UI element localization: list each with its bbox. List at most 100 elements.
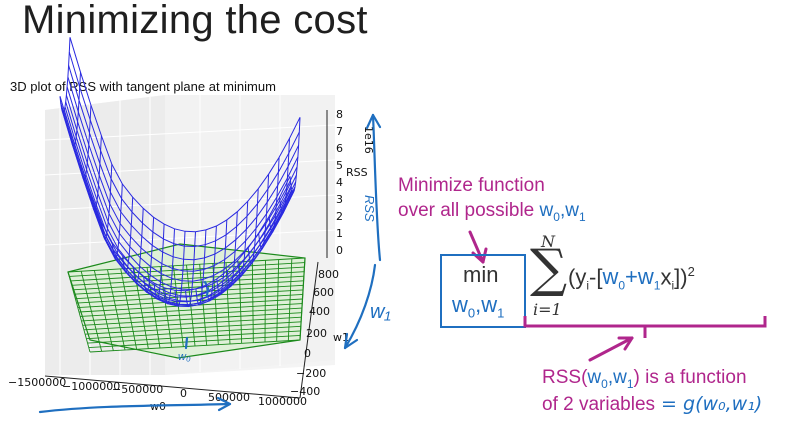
surface-mesh-line [68,65,300,261]
plane-grid-line [89,339,301,353]
surface-mesh-line [68,51,300,248]
min-mark [203,280,210,298]
w0: w [452,292,468,317]
surface-mesh-line [60,102,292,298]
plane-grid-line [287,258,293,341]
w0-index: 0 [467,305,476,321]
minimize-arrow [468,230,485,264]
z-tick-label: 2 [336,210,343,223]
plane-grid-line [87,330,301,344]
z-tick-label: 5 [336,159,343,172]
w0-index: 0 [618,278,626,293]
y-tick-label: 200 [306,327,327,340]
plane-grid-line [86,325,301,340]
z-tick-label: 4 [336,176,343,189]
plane-grid-line [264,260,266,343]
annotation-prefix: over all possible [398,200,540,221]
handwritten-rss: RSS [362,195,377,222]
x-tick-label: −1500000 [8,376,66,389]
formula-body: (yi-[w0+w1xi])2 [568,264,695,293]
y-index: i [586,278,589,293]
w0-tick-mark [184,336,189,350]
w0-subscript: 0 [553,209,560,224]
formula-min-subscript: w0,w1 [452,292,504,320]
y-tick-label: 0 [304,347,311,360]
z-tick-label: 6 [336,142,343,155]
w0: w [587,367,602,388]
x-tick-label: −1000000 [62,380,120,393]
w1-symbol: w [565,200,579,221]
rss-arrow [588,336,634,362]
w1-index: 1 [497,305,505,321]
plane-grid-line [299,257,306,341]
w0-symbol: w [539,200,554,221]
w0-arrowhead [216,396,232,412]
y-tick-label: −200 [296,367,326,380]
sum-bracket [523,316,767,338]
w1-index: 1 [653,278,661,293]
w1-arrowhead [343,332,359,350]
rss-rest: ) is a function [633,367,747,388]
w1: w [613,367,627,388]
rss-open: RSS( [542,367,588,388]
w1-subscript: 1 [578,209,586,224]
rss-note-line2: of 2 variables = g(w₀,w₁) [542,393,762,416]
formula-w0: w [602,264,619,290]
x-tick-label: 500000 [208,391,250,404]
x-index: i [671,278,675,293]
x-tick-label: 1000000 [258,395,307,408]
sum-lower-limit: i=1 [533,300,562,319]
rss-note-line1: RSS(w0,w1) is a function [542,367,747,391]
plane-grid-line [88,334,301,349]
comma: , [607,367,614,388]
z-tick-label: 8 [336,108,343,121]
annotation-minimize-line2: over all possible w0,w1 [398,200,586,224]
comma: , [475,292,482,317]
formula-plus-w1: +w [625,264,654,290]
surface-mesh-line [69,37,301,233]
min-box [440,254,526,328]
y-tick-label: 400 [309,305,330,318]
surface-mesh-line [60,107,292,303]
hand-annotations [38,113,382,414]
rss-surface [59,37,301,308]
z-tick-label: 7 [336,125,343,138]
z-axis: 8 7 6 5 4 3 2 1 0 RSS 1e16 [326,108,375,258]
rss-line2-text: of 2 variables [542,394,656,415]
w0-index: 0 [601,376,608,391]
w1-axis-arrow [343,263,377,350]
z-tick-label: 1 [336,227,343,240]
formula-y: (y [568,264,587,290]
annotation-minimize-line1: Minimize function [398,175,545,196]
handwritten-g: = g(w₀,w₁) [655,393,763,415]
plane-grid-line [276,259,280,342]
magenta-arrows [468,230,634,362]
sum-upper-limit: N [541,232,555,251]
w0-axis-arrow [38,402,232,414]
z-scale-label: 1e16 [362,126,375,154]
x-axis: −1500000 −1000000 −500000 0 500000 10000… [8,375,307,413]
slide-title: Minimizing the cost [22,0,368,42]
w1-index: 1 [626,376,634,391]
y-tick-label: −400 [290,385,320,398]
formula-minus: -[ [589,264,603,290]
w1: w [481,292,498,317]
rss-arrowhead [365,113,382,130]
z-tick-label: 3 [336,193,343,206]
rss-axis-arrow [371,113,382,262]
handwritten-w0: w₀ [178,351,191,363]
formula-min: min [463,262,499,287]
z-axis-label: RSS [346,166,368,179]
x-tick-label: 0 [180,387,187,400]
x-tick-label: −500000 [112,383,163,396]
surface-mesh-line [59,96,291,292]
y-tick-label: 800 [318,268,339,281]
formula-x: x [660,264,672,290]
handwritten-w1: w₁ [370,301,391,323]
y-tick-label: 600 [313,286,334,299]
sum-sign: ∑ [530,239,568,299]
comma: , [559,200,566,221]
z-tick-label: 0 [336,244,343,257]
formula-power: 2 [687,264,695,279]
